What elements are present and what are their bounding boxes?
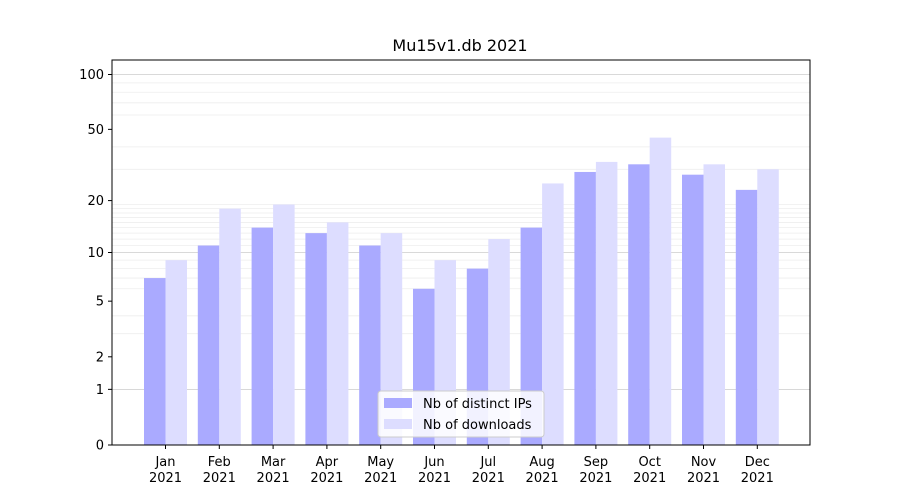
bar-distinct-ips-11 — [735, 189, 758, 445]
bar-downloads-11 — [757, 169, 779, 445]
legend-box — [377, 390, 545, 438]
bar-distinct-ips-2 — [251, 227, 274, 445]
x-tick-label: May 2021 — [364, 455, 397, 486]
bar-downloads-7 — [542, 183, 564, 445]
bars — [144, 137, 779, 446]
x-tick-label: Oct 2021 — [633, 455, 666, 486]
x-tick-label: Nov 2021 — [687, 455, 720, 486]
x-tick-label: Jul 2021 — [472, 455, 505, 486]
bar-downloads-10 — [703, 164, 725, 445]
x-axis: Jan 2021 Feb 2021 Mar 2021 Apr 2021 May 2021 Jun 20… — [149, 445, 774, 486]
y-tick-label: 2 — [96, 350, 104, 365]
legend-swatch — [384, 398, 412, 408]
legend-swatch — [384, 419, 412, 429]
bar-downloads-1 — [219, 208, 241, 445]
x-tick-label: Apr 2021 — [310, 455, 343, 486]
bar-distinct-ips-4 — [359, 245, 381, 445]
y-tick-label: 20 — [87, 194, 104, 209]
x-tick-label: Feb 2021 — [203, 455, 236, 486]
y-tick-label: 10 — [87, 246, 104, 261]
bar-distinct-ips-10 — [682, 174, 704, 446]
bar-distinct-ips-0 — [144, 278, 166, 445]
legend-label: Nb of distinct IPs — [423, 397, 532, 412]
bar-distinct-ips-8 — [574, 171, 596, 445]
y-tick-label: 100 — [79, 68, 104, 83]
x-tick-label: Dec 2021 — [741, 455, 774, 486]
y-axis: 0 1 2 5 10 20 50 100 — [79, 68, 112, 454]
bar-downloads-2 — [273, 204, 295, 445]
chart-title: Mu15v1.db 2021 — [392, 36, 527, 55]
x-tick-label: Aug 2021 — [526, 455, 559, 486]
x-tick-label: Mar 2021 — [257, 455, 290, 486]
x-tick-label: Jun 2021 — [418, 455, 451, 486]
x-tick-label: Sep 2021 — [579, 455, 612, 486]
bar-downloads-8 — [595, 161, 618, 445]
bar-downloads-0 — [165, 260, 187, 445]
y-tick-label: 50 — [87, 123, 104, 138]
bar-downloads-3 — [326, 222, 349, 445]
x-tick-label: Jan 2021 — [149, 455, 182, 486]
y-tick-label: 5 — [96, 295, 104, 310]
bar-distinct-ips-1 — [197, 245, 220, 445]
bar-downloads-9 — [649, 137, 672, 445]
y-tick-label: 1 — [96, 383, 104, 398]
legend-label: Nb of downloads — [423, 418, 532, 433]
bar-distinct-ips-3 — [305, 233, 327, 445]
y-tick-label: 0 — [96, 439, 104, 454]
legend: Nb of distinct IPs Nb of downloads — [377, 390, 545, 438]
bar-distinct-ips-9 — [628, 164, 650, 445]
